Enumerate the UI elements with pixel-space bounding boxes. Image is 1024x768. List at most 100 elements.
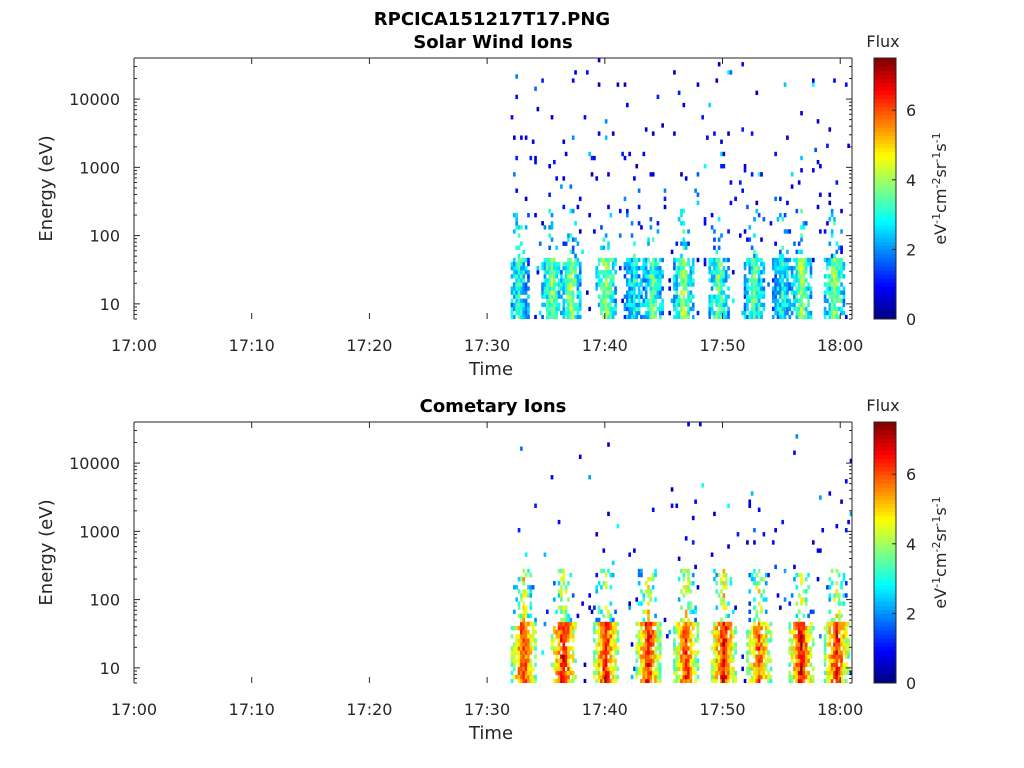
flux-cell [593, 674, 596, 680]
flux-cell [746, 257, 749, 263]
flux-cell [590, 155, 594, 161]
flux-cell [633, 265, 636, 271]
flux-cell [541, 314, 544, 319]
flux-cell [800, 249, 803, 255]
flux-cell [809, 310, 813, 316]
colorbar-cell [874, 519, 896, 525]
flux-cell [520, 135, 523, 140]
colorbar-cell [874, 70, 896, 75]
flux-cell [715, 646, 719, 651]
flux-cell [717, 257, 721, 263]
flux-cell [840, 654, 843, 659]
flux-cell [524, 135, 528, 140]
flux-cell [543, 274, 547, 279]
flux-cell [550, 646, 554, 651]
flux-cell [520, 314, 523, 319]
colorbar-cell [874, 184, 896, 189]
flux-cell [790, 270, 794, 275]
flux-cell [673, 638, 676, 643]
flux-cell [828, 662, 832, 667]
flux-cell [562, 302, 566, 308]
flux-cell [757, 642, 761, 647]
flux-cell [600, 282, 603, 287]
flux-cell [779, 306, 782, 312]
flux-cell [750, 576, 754, 582]
flux-cell [656, 94, 660, 100]
colorbar-cell [874, 662, 896, 668]
flux-cell [560, 274, 563, 279]
flux-cell [637, 581, 641, 586]
flux-cell [727, 265, 730, 271]
flux-cell [687, 310, 690, 316]
flux-cell [696, 200, 700, 206]
flux-cell [680, 662, 683, 667]
flux-cell [557, 629, 561, 635]
flux-cell [835, 638, 839, 643]
flux-cell [684, 634, 688, 639]
colorbar-cell [874, 253, 896, 259]
flux-cell [689, 650, 693, 655]
flux-cell [515, 188, 519, 193]
flux-cell [567, 294, 570, 299]
flux-cell [750, 642, 754, 647]
flux-cell [597, 621, 601, 627]
flux-cell [722, 629, 726, 635]
x-tick-label: 17:10 [229, 700, 275, 719]
flux-cell [828, 585, 832, 590]
flux-cell [830, 678, 834, 683]
flux-cell [621, 151, 624, 157]
flux-cell [607, 306, 610, 312]
flux-cell [626, 302, 629, 308]
flux-cell [788, 286, 792, 291]
flux-cell [628, 151, 632, 157]
flux-cell [654, 298, 657, 303]
flux-cell [783, 274, 787, 279]
flux-cell [779, 314, 782, 319]
flux-cell [517, 274, 521, 279]
flux-cell [597, 674, 601, 680]
flux-cell [762, 576, 766, 582]
flux-cell [684, 286, 688, 291]
flux-cell [823, 634, 827, 639]
flux-cell [635, 302, 639, 308]
flux-cell [717, 265, 721, 271]
flux-cell [830, 208, 834, 214]
x-tick-label: 18:00 [817, 336, 863, 355]
flux-cell [604, 298, 608, 303]
flux-cell [783, 290, 787, 295]
flux-cell [729, 621, 733, 627]
flux-cell [597, 605, 601, 610]
flux-cell [637, 290, 641, 295]
flux-cell [522, 282, 526, 287]
flux-cell [543, 302, 547, 308]
flux-cell [687, 638, 690, 643]
flux-cell [682, 278, 686, 283]
flux-cell [538, 310, 542, 316]
flux-cell [830, 233, 834, 238]
flux-cell [520, 658, 523, 663]
flux-cell [828, 302, 832, 308]
flux-cell [654, 302, 657, 308]
flux-cell [656, 229, 660, 234]
flux-cell [753, 265, 756, 271]
flux-cell [757, 568, 761, 574]
y-tick-label: 1000 [79, 158, 120, 177]
flux-cell [640, 658, 643, 663]
flux-cell [607, 666, 610, 672]
flux-cell [602, 290, 606, 295]
flux-cell [847, 650, 850, 655]
flux-cell [776, 286, 780, 291]
flux-cell [800, 310, 803, 316]
flux-cell [647, 658, 650, 663]
flux-cell [743, 314, 747, 319]
flux-cell [710, 310, 714, 316]
flux-cell [557, 674, 561, 680]
flux-cell [531, 646, 535, 651]
flux-cell [755, 290, 759, 295]
flux-cell [793, 621, 796, 627]
flux-cell [774, 310, 777, 316]
flux-cell [550, 225, 554, 230]
flux-cell [729, 634, 733, 639]
flux-cell [717, 270, 721, 275]
flux-cell [753, 310, 756, 316]
